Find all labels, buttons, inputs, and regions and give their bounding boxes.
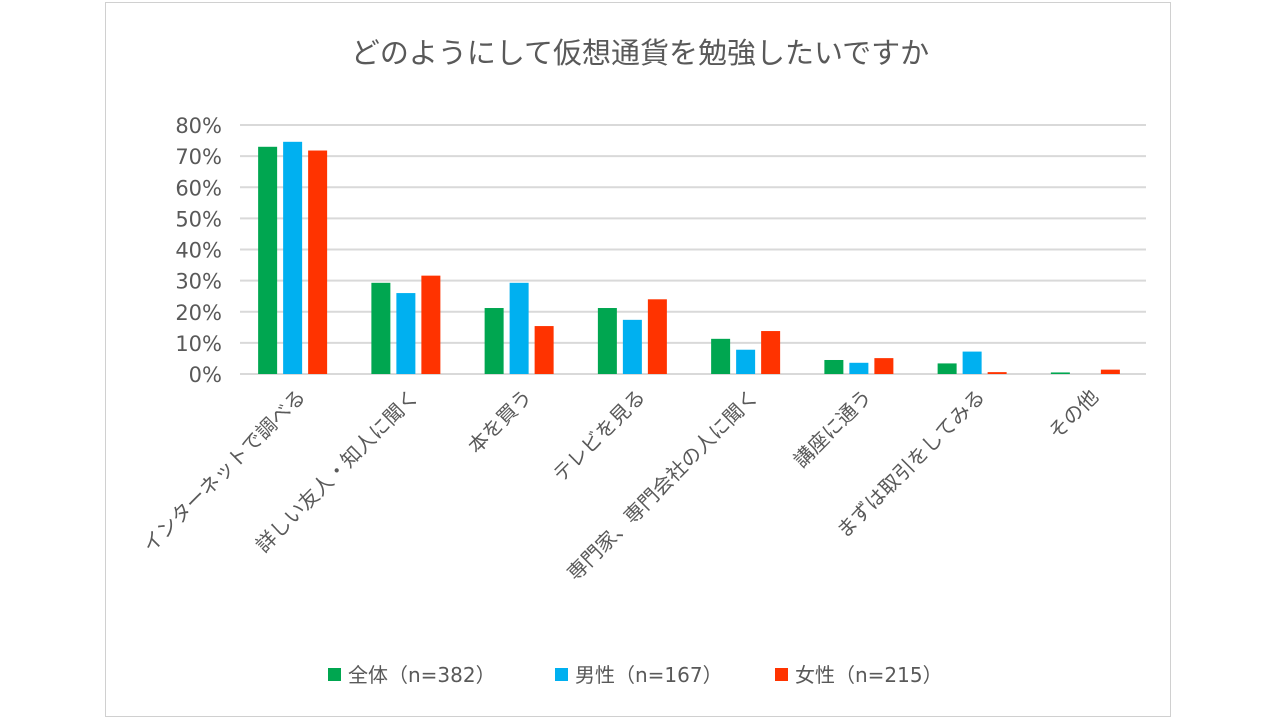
- bar: [421, 275, 441, 374]
- bar: [509, 282, 529, 374]
- bar: [761, 331, 781, 374]
- bar: [308, 150, 328, 374]
- legend-label: 全体（n=382）: [348, 663, 496, 687]
- legend-swatch: [328, 668, 341, 681]
- y-tick-label: 10%: [175, 332, 222, 356]
- x-tick-label: 専門家、専門会社の人に聞く: [562, 385, 763, 586]
- bar: [534, 326, 554, 374]
- bar: [1100, 369, 1120, 374]
- bar: [396, 293, 416, 374]
- bar: [736, 349, 756, 374]
- bar: [283, 141, 303, 374]
- x-tick-label: その他: [1044, 385, 1103, 444]
- bar: [484, 308, 504, 374]
- y-tick-label: 20%: [175, 301, 222, 325]
- x-tick-label: 講座に通う: [789, 385, 877, 473]
- y-tick-label: 80%: [175, 114, 222, 138]
- bar: [622, 319, 642, 374]
- chart-frame: [105, 2, 1171, 717]
- y-tick-label: 40%: [175, 239, 222, 263]
- y-tick-label: 0%: [189, 363, 222, 387]
- bar: [711, 338, 731, 374]
- y-tick-label: 60%: [175, 176, 222, 200]
- bar: [874, 358, 894, 374]
- x-tick-label: テレビを見る: [548, 385, 650, 487]
- legend-swatch: [775, 668, 788, 681]
- bar: [597, 308, 617, 374]
- chart-title: どのようにして仮想通貨を勉強したいですか: [351, 36, 929, 70]
- legend-label: 女性（n=215）: [795, 663, 943, 687]
- bar: [258, 146, 278, 374]
- y-tick-label: 30%: [175, 270, 222, 294]
- bar: [371, 282, 391, 374]
- x-tick-label: 本を買う: [463, 385, 537, 459]
- bar: [987, 372, 1007, 374]
- legend-label: 男性（n=167）: [575, 663, 723, 687]
- bar: [849, 362, 869, 374]
- bar: [937, 363, 957, 374]
- bar: [962, 351, 982, 374]
- bar: [1050, 372, 1070, 374]
- bar: [824, 359, 844, 374]
- legend-swatch: [555, 668, 568, 681]
- y-tick-label: 70%: [175, 145, 222, 169]
- bar: [647, 299, 667, 374]
- y-tick-label: 50%: [175, 207, 222, 231]
